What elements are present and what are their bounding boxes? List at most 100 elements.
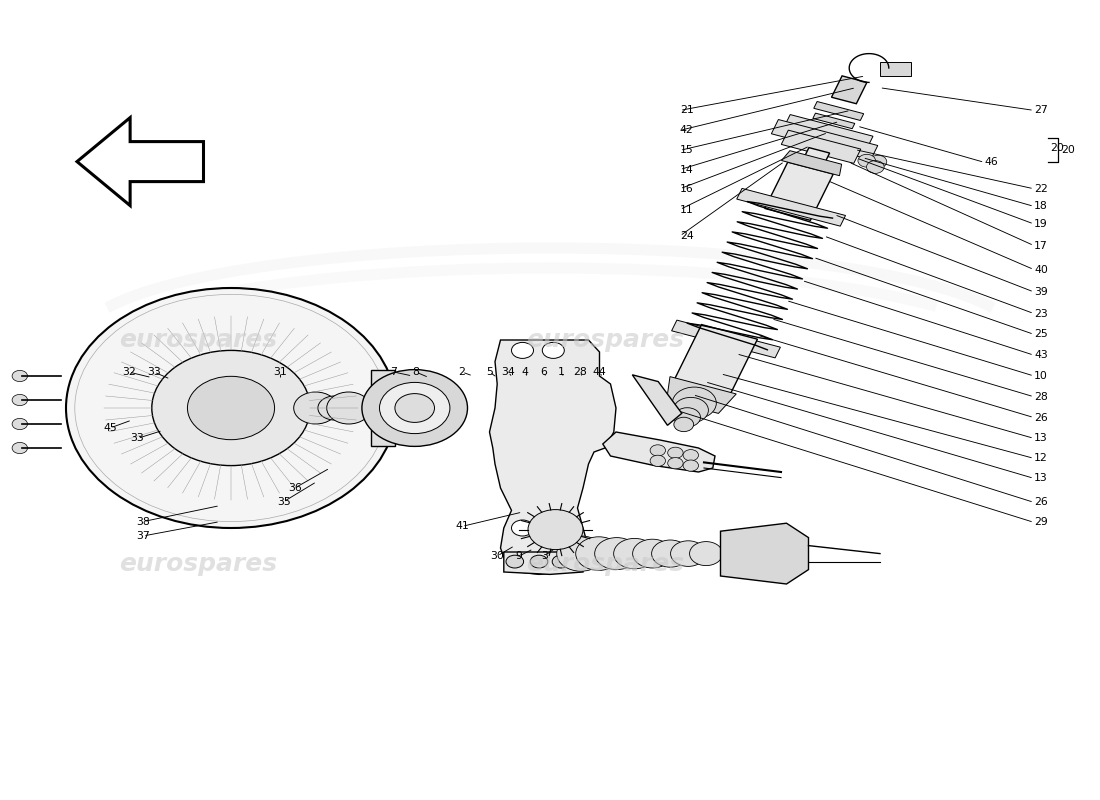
Circle shape <box>674 418 694 432</box>
Text: 31: 31 <box>274 367 287 377</box>
Circle shape <box>683 450 698 461</box>
Text: 4: 4 <box>521 367 528 377</box>
Polygon shape <box>632 375 682 426</box>
Circle shape <box>651 540 689 567</box>
Text: 32: 32 <box>122 367 135 377</box>
Circle shape <box>12 370 28 382</box>
Polygon shape <box>781 130 861 163</box>
Text: eurospares: eurospares <box>119 552 277 576</box>
Polygon shape <box>832 76 867 104</box>
Text: 42: 42 <box>680 126 693 135</box>
Circle shape <box>668 458 683 469</box>
Text: 30: 30 <box>491 551 504 561</box>
Bar <box>371 370 395 446</box>
Circle shape <box>512 342 534 358</box>
Polygon shape <box>781 150 842 176</box>
Text: 36: 36 <box>288 483 301 493</box>
Circle shape <box>506 555 524 568</box>
Text: 22: 22 <box>1034 184 1047 194</box>
Text: 10: 10 <box>1034 371 1048 381</box>
Polygon shape <box>771 119 878 160</box>
Text: 12: 12 <box>1034 454 1047 463</box>
Circle shape <box>867 161 884 174</box>
Text: 43: 43 <box>1034 350 1047 360</box>
Polygon shape <box>720 523 808 584</box>
Text: 24: 24 <box>680 231 693 241</box>
Circle shape <box>379 382 450 434</box>
Polygon shape <box>814 102 864 121</box>
Circle shape <box>318 396 351 420</box>
Circle shape <box>552 555 570 568</box>
Polygon shape <box>813 113 855 129</box>
Circle shape <box>542 342 564 358</box>
Polygon shape <box>783 114 873 150</box>
Text: 28: 28 <box>573 367 586 377</box>
Circle shape <box>66 288 396 528</box>
Circle shape <box>674 408 701 427</box>
Circle shape <box>12 394 28 406</box>
Text: 15: 15 <box>680 146 693 155</box>
Circle shape <box>595 538 639 570</box>
Circle shape <box>614 538 656 569</box>
Circle shape <box>690 542 723 566</box>
Circle shape <box>152 350 310 466</box>
Text: 5: 5 <box>486 367 493 377</box>
Text: 14: 14 <box>680 165 693 174</box>
Polygon shape <box>764 162 834 220</box>
Polygon shape <box>667 377 736 414</box>
Text: 3: 3 <box>541 551 548 561</box>
Circle shape <box>542 520 564 536</box>
Text: eurospares: eurospares <box>526 552 684 576</box>
Text: 38: 38 <box>136 517 150 526</box>
Polygon shape <box>781 148 829 210</box>
Text: 40: 40 <box>1034 265 1048 274</box>
Circle shape <box>12 442 28 454</box>
Text: 6: 6 <box>540 367 547 377</box>
Text: 21: 21 <box>680 106 693 115</box>
Text: 45: 45 <box>103 423 117 433</box>
Text: 35: 35 <box>277 497 290 506</box>
Text: 1: 1 <box>558 367 564 377</box>
Text: 20: 20 <box>1062 145 1076 155</box>
Circle shape <box>672 387 716 419</box>
Text: 20: 20 <box>1050 143 1065 153</box>
Text: 8: 8 <box>412 367 419 377</box>
Text: 13: 13 <box>1034 474 1047 483</box>
Text: 23: 23 <box>1034 309 1047 318</box>
Circle shape <box>512 520 534 536</box>
Text: 26: 26 <box>1034 498 1047 507</box>
Text: eurospares: eurospares <box>526 328 684 352</box>
Circle shape <box>557 536 605 571</box>
Circle shape <box>530 555 548 568</box>
Polygon shape <box>813 123 846 136</box>
Circle shape <box>12 418 28 430</box>
Polygon shape <box>737 189 846 226</box>
Text: 11: 11 <box>680 205 693 214</box>
Text: 17: 17 <box>1034 241 1047 250</box>
Text: 26: 26 <box>1034 413 1047 422</box>
Text: 13: 13 <box>1034 434 1047 443</box>
Text: 28: 28 <box>1034 392 1047 402</box>
Text: 18: 18 <box>1034 202 1047 211</box>
Polygon shape <box>672 325 758 400</box>
Circle shape <box>869 155 887 168</box>
Text: eurospares: eurospares <box>119 328 277 352</box>
Polygon shape <box>672 320 780 358</box>
Circle shape <box>575 537 622 570</box>
Text: 39: 39 <box>1034 287 1047 297</box>
Text: 44: 44 <box>593 367 606 377</box>
Polygon shape <box>490 340 616 574</box>
Circle shape <box>858 154 876 167</box>
Text: 19: 19 <box>1034 219 1047 229</box>
Text: 29: 29 <box>1034 518 1047 527</box>
Circle shape <box>187 376 275 440</box>
Text: 33: 33 <box>131 434 144 443</box>
Circle shape <box>528 510 583 550</box>
Polygon shape <box>504 552 583 574</box>
Circle shape <box>632 539 672 568</box>
Text: 33: 33 <box>147 367 161 377</box>
Circle shape <box>294 392 338 424</box>
Text: 34: 34 <box>502 367 515 377</box>
Text: 16: 16 <box>680 184 693 194</box>
Circle shape <box>671 541 706 566</box>
